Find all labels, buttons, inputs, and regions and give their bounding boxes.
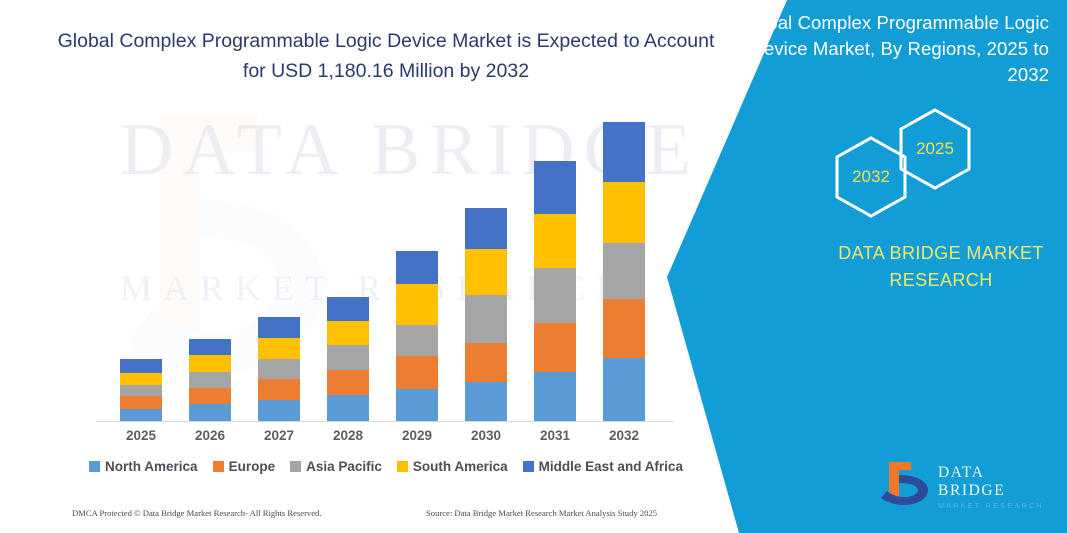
bar-segment-europe bbox=[603, 298, 645, 358]
brand-line-2: RESEARCH bbox=[889, 270, 993, 290]
bar-segment-north-america bbox=[603, 357, 645, 422]
hexagon-icon bbox=[835, 136, 907, 218]
bar-segment-asia-pacific bbox=[534, 267, 576, 324]
legend-label: South America bbox=[412, 458, 508, 474]
brand-line-1: DATA BRIDGE MARKET bbox=[838, 243, 1044, 263]
legend-swatch-icon bbox=[396, 460, 408, 472]
hex-badge-2025-label: 2025 bbox=[916, 139, 954, 158]
legend-swatch-icon bbox=[290, 460, 302, 472]
bar-segment-middle-east-and-africa bbox=[327, 296, 369, 321]
bar-segment-middle-east-and-africa bbox=[189, 338, 231, 356]
legend-swatch-icon bbox=[522, 460, 534, 472]
bar-segment-middle-east-and-africa bbox=[465, 207, 507, 249]
bar-segment-north-america bbox=[396, 388, 438, 422]
bar-segment-asia-pacific bbox=[396, 325, 438, 357]
legend-item-north-america[interactable]: North America bbox=[89, 459, 198, 474]
bar-2026 bbox=[189, 338, 231, 422]
brand-name: DATA BRIDGE MARKET RESEARCH bbox=[828, 240, 1054, 294]
bar-segment-south-america bbox=[534, 214, 576, 268]
legend-swatch-icon bbox=[89, 460, 101, 472]
legend-swatch-icon bbox=[212, 460, 224, 472]
bar-2025 bbox=[120, 358, 162, 422]
footer-source: Source: Data Bridge Market Research Mark… bbox=[426, 508, 658, 518]
bar-2027 bbox=[258, 316, 300, 422]
legend-label: Asia Pacific bbox=[306, 458, 382, 474]
legend-label: North America bbox=[105, 458, 198, 474]
bar-segment-asia-pacific bbox=[189, 372, 231, 388]
bar-segment-north-america bbox=[327, 395, 369, 422]
x-axis-label-2028: 2028 bbox=[332, 428, 364, 443]
bar-2031 bbox=[534, 161, 576, 422]
bar-segment-north-america bbox=[189, 404, 231, 422]
bar-segment-europe bbox=[534, 323, 576, 372]
bar-segment-south-america bbox=[327, 320, 369, 346]
bar-segment-south-america bbox=[120, 373, 162, 386]
hex-badge-2032: 2032 bbox=[833, 135, 909, 219]
x-axis-label-2029: 2029 bbox=[401, 428, 433, 443]
bar-segment-south-america bbox=[258, 337, 300, 359]
logo-wordmark: DATA BRIDGE MARKET RESEARCH bbox=[938, 464, 1053, 510]
bar-segment-asia-pacific bbox=[465, 295, 507, 344]
legend-item-asia-pacific[interactable]: Asia Pacific bbox=[290, 459, 382, 474]
hex-badge-2032-label: 2032 bbox=[852, 167, 890, 186]
footer-copyright: DMCA Protected © Data Bridge Market Rese… bbox=[72, 508, 322, 518]
bar-segment-asia-pacific bbox=[327, 345, 369, 370]
bar-segment-south-america bbox=[603, 182, 645, 244]
bar-2028 bbox=[327, 296, 369, 422]
bar-segment-north-america bbox=[534, 372, 576, 422]
x-axis-label-2025: 2025 bbox=[125, 428, 157, 443]
page-title: Global Complex Programmable Logic Device… bbox=[57, 30, 715, 82]
stacked-bar-chart bbox=[96, 120, 686, 422]
data-bridge-logo-icon bbox=[881, 462, 928, 505]
logo-title: DATA BRIDGE bbox=[938, 464, 1006, 499]
bar-segment-europe bbox=[465, 343, 507, 383]
legend-item-middle-east-and-africa[interactable]: Middle East and Africa bbox=[522, 458, 683, 474]
bar-segment-asia-pacific bbox=[603, 243, 645, 299]
bar-segment-middle-east-and-africa bbox=[120, 358, 162, 374]
footer: DMCA Protected © Data Bridge Market Rese… bbox=[0, 508, 700, 528]
bar-segment-middle-east-and-africa bbox=[534, 161, 576, 215]
legend-item-south-america[interactable]: South America bbox=[396, 458, 508, 474]
x-axis-line bbox=[96, 421, 674, 422]
company-logo: DATA BRIDGE MARKET RESEARCH bbox=[878, 458, 1053, 510]
bar-2030 bbox=[465, 207, 507, 422]
bar-segment-europe bbox=[120, 396, 162, 409]
logo-subtitle: MARKET RESEARCH bbox=[938, 503, 1044, 510]
bar-segment-south-america bbox=[396, 284, 438, 326]
bar-segment-asia-pacific bbox=[258, 358, 300, 379]
legend-label: Middle East and Africa bbox=[538, 458, 683, 474]
bar-segment-south-america bbox=[465, 248, 507, 296]
bar-segment-middle-east-and-africa bbox=[603, 122, 645, 183]
bar-segment-europe bbox=[189, 387, 231, 405]
x-axis-label-2026: 2026 bbox=[194, 428, 226, 443]
x-axis-label-2031: 2031 bbox=[539, 428, 571, 443]
bar-2032 bbox=[603, 122, 645, 422]
bar-segment-europe bbox=[396, 356, 438, 389]
bar-segment-north-america bbox=[258, 399, 300, 422]
bar-segment-south-america bbox=[189, 355, 231, 373]
bar-segment-asia-pacific bbox=[120, 385, 162, 397]
x-axis-label-2030: 2030 bbox=[470, 428, 502, 443]
bar-segment-middle-east-and-africa bbox=[396, 251, 438, 285]
chart-legend: North America Europe Asia Pacific South Ame… bbox=[89, 456, 683, 476]
bar-segment-north-america bbox=[120, 408, 162, 422]
bar-segment-north-america bbox=[465, 382, 507, 422]
bar-segment-europe bbox=[327, 369, 369, 396]
legend-item-europe[interactable]: Europe bbox=[212, 458, 276, 474]
x-axis-label-2032: 2032 bbox=[608, 428, 640, 443]
panel-title: Global Complex Programmable Logic Device… bbox=[738, 12, 1049, 85]
x-axis-labels: 2025 2026 2027 2028 2029 2030 2031 2032 bbox=[96, 428, 676, 448]
bar-2029 bbox=[396, 251, 438, 422]
hex-badge-2025: 2025 bbox=[897, 107, 973, 191]
bar-segment-europe bbox=[258, 378, 300, 400]
hexagon-icon bbox=[899, 108, 971, 190]
x-axis-label-2027: 2027 bbox=[263, 428, 295, 443]
bar-segment-middle-east-and-africa bbox=[258, 316, 300, 338]
legend-label: Europe bbox=[228, 458, 276, 474]
